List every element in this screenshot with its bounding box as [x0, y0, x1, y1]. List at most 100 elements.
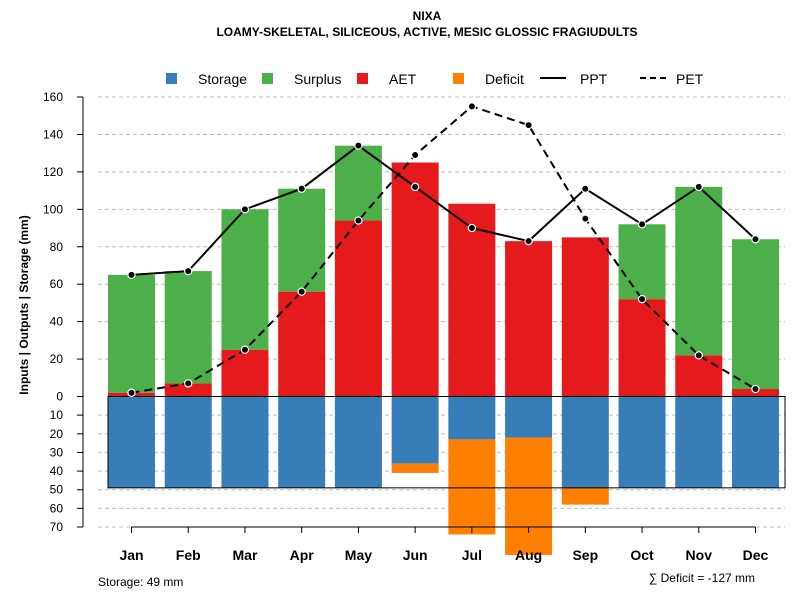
x-tick-label: Nov — [686, 547, 713, 563]
bar-storage — [505, 396, 553, 438]
footer-storage: Storage: 49 mm — [98, 575, 183, 589]
bar-surplus — [732, 239, 779, 390]
x-tick-label: Oct — [630, 547, 654, 563]
y-tick-label: 80 — [50, 240, 64, 254]
point-ppt — [467, 223, 477, 233]
bar-storage — [164, 396, 212, 488]
x-tick-label: Feb — [176, 547, 201, 563]
y-tick-label: 20 — [50, 352, 64, 366]
line-pet — [131, 105, 757, 394]
y-tick-label: 30 — [50, 445, 64, 459]
legend-swatch-aet — [357, 73, 368, 84]
point-pet — [637, 294, 647, 304]
x-tick-label: May — [345, 547, 372, 563]
legend-label-aet: AET — [389, 71, 417, 87]
point-pet — [751, 384, 760, 394]
point-ppt — [184, 266, 193, 276]
x-tick-label: Dec — [743, 547, 769, 563]
point-pet — [354, 216, 363, 225]
point-pet — [524, 120, 533, 130]
bar-storage — [561, 396, 609, 488]
legend-label-ppt: PPT — [580, 71, 608, 87]
point-ppt — [637, 220, 647, 229]
y-tick-label: 100 — [43, 202, 63, 216]
y-tick-label: 50 — [50, 483, 64, 497]
bar-aet — [221, 349, 269, 397]
point-ppt — [694, 182, 703, 192]
x-tick-label: Apr — [290, 547, 315, 563]
chart-subtitle: LOAMY-SKELETAL, SILICEOUS, ACTIVE, MESIC… — [216, 25, 637, 39]
storage-capacity-box — [107, 396, 786, 489]
bar-surplus — [618, 224, 666, 300]
x-tick-label: Jan — [119, 547, 143, 563]
bar-storage — [278, 396, 326, 488]
point-pet — [184, 379, 193, 388]
y-tick-label: 140 — [43, 127, 63, 141]
legend-swatch-surplus — [262, 73, 273, 84]
legend-label-storage: Storage — [198, 71, 247, 87]
point-pet — [467, 102, 477, 111]
legend-swatch-storage — [166, 73, 177, 84]
y-tick-label: 40 — [50, 315, 64, 329]
legend: Storage Surplus AET Deficit PPT PET — [166, 71, 704, 87]
bar-storage — [675, 396, 723, 488]
bar-surplus — [108, 274, 155, 393]
bar-storage — [448, 396, 496, 440]
y-tick-label: 60 — [50, 277, 64, 291]
bar-storage — [334, 396, 382, 488]
point-ppt — [240, 205, 250, 214]
x-tick-label: Sep — [572, 547, 598, 563]
bar-aet — [448, 203, 496, 397]
point-pet — [297, 287, 306, 296]
y-tick-label: 60 — [50, 501, 64, 515]
point-ppt — [581, 184, 590, 193]
bar-deficit — [561, 487, 609, 505]
point-pet — [240, 345, 250, 354]
point-ppt — [354, 141, 363, 150]
bar-aet — [561, 237, 609, 397]
bar-surplus — [675, 186, 723, 356]
bar-aet — [334, 220, 382, 397]
bar-deficit — [505, 437, 553, 555]
y-tick-label: 0 — [56, 390, 63, 404]
legend-swatch-deficit — [453, 73, 464, 84]
x-tick-label: Jul — [462, 547, 482, 563]
bar-aet — [675, 355, 723, 397]
point-ppt — [751, 235, 760, 244]
bar-deficit — [448, 439, 496, 535]
legend-label-surplus: Surplus — [294, 71, 341, 87]
bar-aet — [618, 299, 666, 397]
bar-deficit — [391, 463, 439, 473]
point-pet — [694, 351, 703, 360]
legend-label-pet: PET — [676, 71, 704, 87]
bar-aet — [164, 383, 212, 397]
legend-label-deficit: Deficit — [485, 71, 524, 87]
plot-area: 160 140 120 100 80 60 40 20 0 10 20 30 40 50 60 70 Jan Fe… — [43, 90, 786, 563]
bar-aet — [391, 162, 439, 397]
y-tick-label: 40 — [50, 464, 64, 478]
y-axis-label: Inputs | Outputs | Storage (mm) — [17, 215, 31, 394]
y-tick-label: 120 — [43, 165, 63, 179]
x-tick-label: Aug — [515, 547, 542, 563]
point-ppt — [410, 182, 420, 192]
bar-surplus — [278, 188, 326, 292]
bar-surplus — [221, 209, 269, 350]
y-tick-label: 10 — [50, 408, 64, 422]
point-ppt — [127, 270, 136, 280]
y-tick-label: 160 — [43, 90, 63, 104]
point-ppt — [524, 236, 533, 246]
bar-storage — [618, 396, 666, 488]
bar-storage — [391, 396, 439, 464]
chart-title: NIXA — [413, 9, 442, 23]
bar-storage — [108, 396, 155, 488]
x-tick-label: Jun — [403, 547, 428, 563]
line-ppt — [131, 144, 757, 276]
bar-surplus — [164, 271, 212, 384]
point-pet — [410, 150, 420, 160]
point-ppt — [297, 184, 306, 193]
y-tick-label: 70 — [50, 520, 64, 534]
y-tick-label: 20 — [50, 427, 64, 441]
bar-storage — [732, 396, 779, 488]
bar-storage — [221, 396, 269, 488]
